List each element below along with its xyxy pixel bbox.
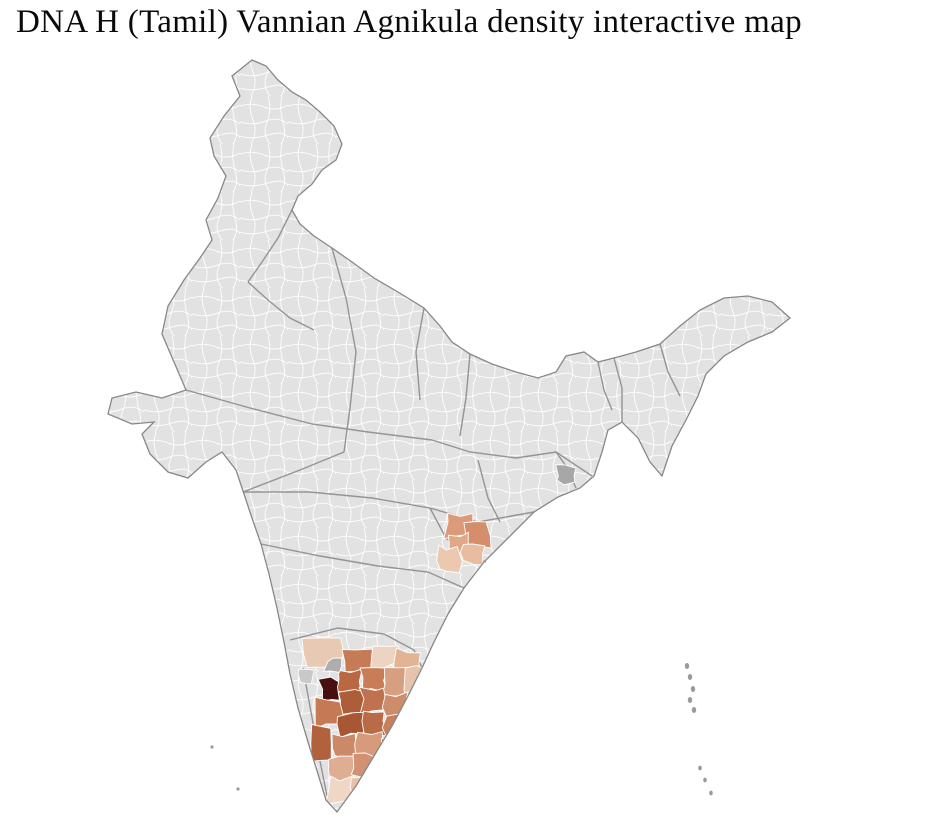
island-dot: [684, 663, 690, 669]
district-cell[interactable]: [297, 668, 315, 685]
district-cell[interactable]: [555, 464, 577, 486]
district-cell[interactable]: [436, 544, 463, 574]
island-dot: [210, 745, 214, 749]
district-cell[interactable]: [350, 752, 381, 779]
island-dot: [691, 707, 697, 713]
district-cell[interactable]: [310, 723, 332, 762]
district-cell[interactable]: [372, 756, 397, 781]
island-dot: [687, 674, 693, 680]
island-dot: [703, 777, 707, 783]
district-mesh: [108, 60, 790, 812]
page-title: DNA H (Tamil) Vannian Agnikula density i…: [16, 4, 802, 40]
island-dot: [709, 790, 713, 796]
island-dot: [690, 686, 696, 692]
district-cell[interactable]: [317, 676, 340, 702]
district-cell[interactable]: [403, 665, 424, 713]
island-dot: [236, 787, 240, 791]
state-borders: [185, 209, 681, 797]
gray-urban-cells: [297, 464, 577, 685]
island-dot: [698, 765, 702, 771]
district-cell[interactable]: [322, 657, 343, 673]
island-dot: [687, 697, 693, 703]
island-dots: [210, 663, 713, 796]
district-cell[interactable]: [381, 713, 409, 738]
district-cell[interactable]: [358, 686, 387, 715]
district-cell[interactable]: [398, 712, 418, 739]
